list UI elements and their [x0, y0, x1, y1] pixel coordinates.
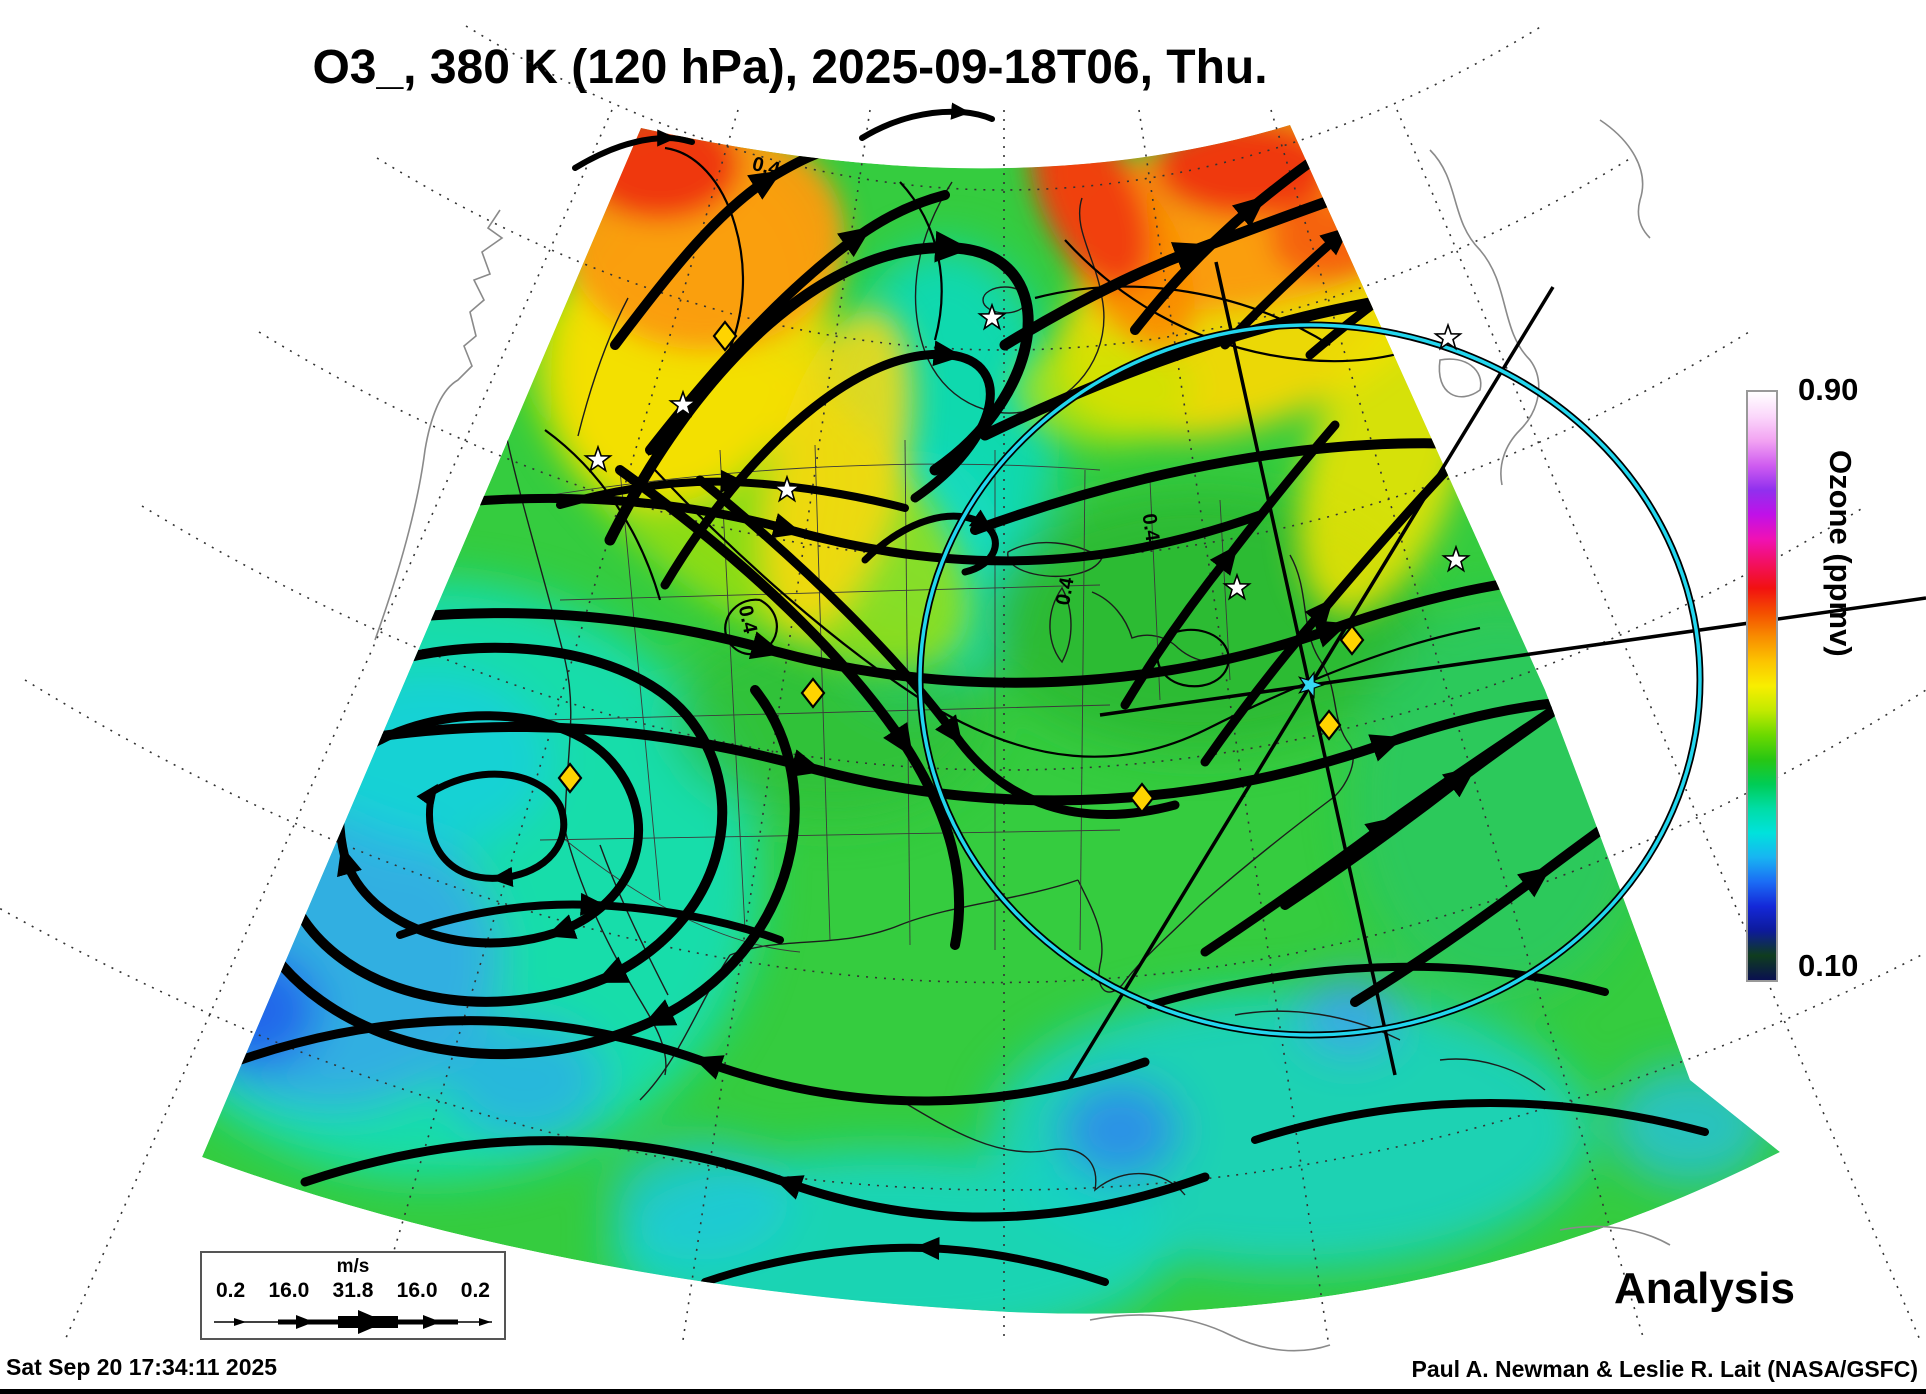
wind-legend-units: m/s: [336, 1256, 370, 1277]
wind-streamlines: [205, 137, 1730, 1286]
streamline-fragments: [572, 102, 995, 171]
wind-legend-value: 31.8: [332, 1279, 374, 1302]
wind-legend-values: 0.2 16.0 31.8 16.0 0.2: [202, 1279, 504, 1303]
colorbar-min-label: 0.10: [1798, 948, 1859, 983]
bottom-border: [0, 1389, 1926, 1394]
colorbar-gradient: [1748, 392, 1776, 980]
plot-title: O3_, 380 K (120 hPa), 2025-09-18T06, Thu…: [312, 41, 1268, 94]
colorbar-title: Ozone (ppmv): [1823, 450, 1858, 657]
wind-arrow-scale: [214, 1310, 492, 1334]
contour-label: 0.4: [1052, 575, 1079, 608]
wind-speed-legend: m/s 0.2 16.0 31.8 16.0 0.2: [200, 1251, 506, 1340]
timestamp: Sat Sep 20 17:34:11 2025: [6, 1354, 278, 1380]
wind-legend-value: 0.2: [460, 1279, 490, 1302]
contour-label: 0.4: [1137, 512, 1164, 543]
colorbar: [1746, 390, 1778, 982]
range-circle: [916, 321, 1704, 1039]
credit: Paul A. Newman & Leslie R. Lait (NASA/GS…: [1411, 1356, 1918, 1382]
analysis-label: Analysis: [1614, 1264, 1795, 1313]
wind-legend-value: 0.2: [216, 1279, 246, 1302]
wind-legend-value: 16.0: [268, 1279, 310, 1302]
colorbar-max-label: 0.90: [1798, 372, 1859, 407]
wind-legend-value: 16.0: [396, 1279, 438, 1302]
